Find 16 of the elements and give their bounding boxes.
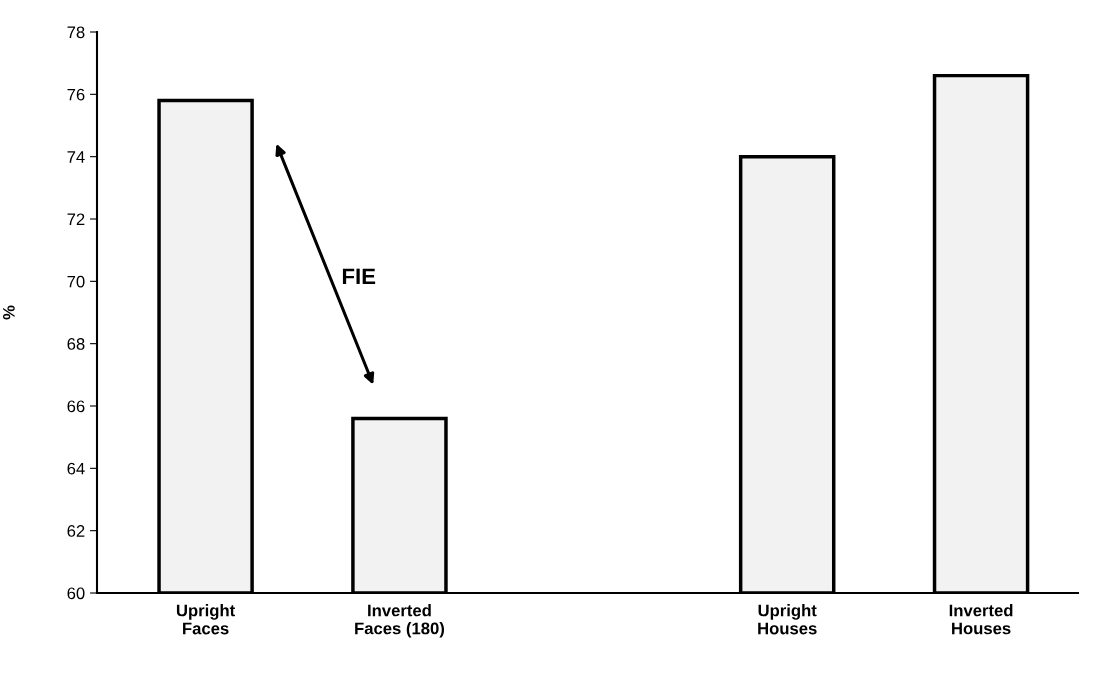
x-tick-label: Inverted Houses (949, 604, 1013, 635)
x-tick-label: Upright Faces (176, 604, 235, 635)
y-tick-label: 62 (67, 525, 85, 537)
y-tick-label: 68 (67, 338, 85, 350)
x-tick-label: Inverted Faces (180) (355, 604, 445, 638)
annotation: FIE (342, 268, 376, 284)
y-tick-label: 60 (67, 587, 85, 600)
y-tick-label: 66 (67, 400, 85, 413)
y-tick-label: 76 (67, 88, 85, 101)
y-tick-label: 78 (67, 26, 85, 39)
y-tick-label: 72 (67, 213, 85, 226)
y-tick-label: 64 (67, 462, 85, 475)
y-axis-title: % (2, 305, 15, 320)
y-tick-label: 70 (67, 275, 85, 288)
y-tick-label: 74 (67, 151, 85, 163)
x-tick-label: Upright Houses (758, 604, 817, 635)
